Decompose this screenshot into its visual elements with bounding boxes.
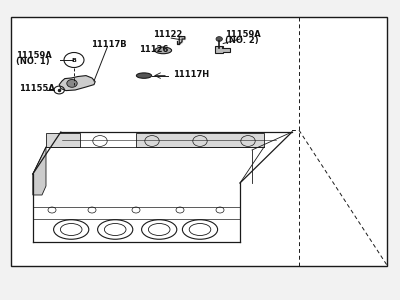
Polygon shape xyxy=(179,37,185,44)
Text: (NO. 2): (NO. 2) xyxy=(225,37,258,46)
Bar xyxy=(11,16,387,266)
Text: B: B xyxy=(72,58,76,62)
Polygon shape xyxy=(46,134,80,147)
Ellipse shape xyxy=(155,47,172,54)
Polygon shape xyxy=(33,147,46,195)
Polygon shape xyxy=(215,46,230,53)
Text: 11155A: 11155A xyxy=(19,84,55,93)
Text: 11117H: 11117H xyxy=(173,70,209,79)
Text: 11117B: 11117B xyxy=(91,40,127,49)
Text: 11126: 11126 xyxy=(139,45,168,54)
Circle shape xyxy=(67,80,77,87)
Text: 11159A: 11159A xyxy=(225,30,260,39)
Text: (NO. 1): (NO. 1) xyxy=(16,57,50,66)
Text: 11159A: 11159A xyxy=(16,51,52,60)
Circle shape xyxy=(216,37,222,41)
Polygon shape xyxy=(136,133,264,147)
Polygon shape xyxy=(59,76,95,91)
Text: 11122: 11122 xyxy=(153,30,182,39)
Ellipse shape xyxy=(136,73,152,78)
